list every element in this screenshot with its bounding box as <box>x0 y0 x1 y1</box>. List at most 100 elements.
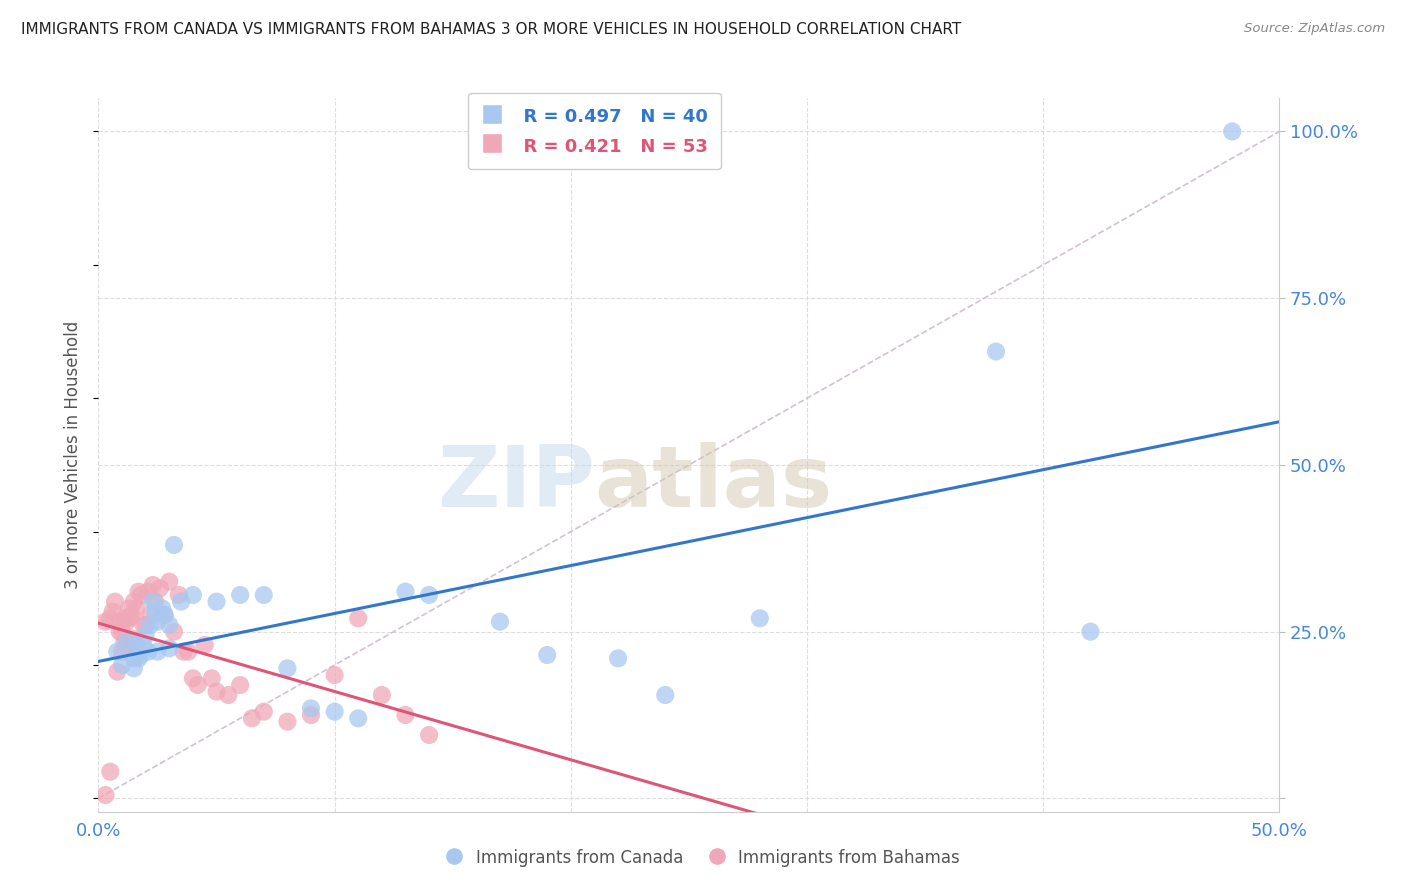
Point <box>172 645 194 659</box>
Point <box>94 615 117 629</box>
Point <box>276 661 298 675</box>
Point <box>118 601 141 615</box>
Point <box>98 611 121 625</box>
Point <box>1220 124 1243 138</box>
Point <box>489 615 512 629</box>
Point <box>125 638 148 652</box>
Point <box>129 648 152 662</box>
Point <box>101 605 124 619</box>
Point <box>104 594 127 608</box>
Point <box>187 678 209 692</box>
Text: atlas: atlas <box>595 442 832 525</box>
Point <box>115 634 138 648</box>
Point <box>181 671 204 685</box>
Point <box>371 688 394 702</box>
Point <box>112 611 135 625</box>
Point <box>205 594 228 608</box>
Point <box>347 711 370 725</box>
Legend: Immigrants from Canada, Immigrants from Bahamas: Immigrants from Canada, Immigrants from … <box>439 841 967 875</box>
Point <box>128 584 150 599</box>
Point <box>105 665 128 679</box>
Text: IMMIGRANTS FROM CANADA VS IMMIGRANTS FROM BAHAMAS 3 OR MORE VEHICLES IN HOUSEHOL: IMMIGRANTS FROM CANADA VS IMMIGRANTS FRO… <box>21 22 962 37</box>
Legend:   R = 0.497   N = 40,   R = 0.421   N = 53: R = 0.497 N = 40, R = 0.421 N = 53 <box>468 93 721 169</box>
Point <box>143 594 166 608</box>
Point <box>181 588 204 602</box>
Point <box>347 611 370 625</box>
Point <box>299 701 322 715</box>
Point <box>143 605 166 619</box>
Point <box>98 764 121 779</box>
Point <box>276 714 298 729</box>
Point <box>607 651 630 665</box>
Point <box>167 588 190 602</box>
Point <box>111 624 134 639</box>
Point <box>394 584 416 599</box>
Point <box>122 661 145 675</box>
Point <box>157 641 180 656</box>
Point <box>111 658 134 673</box>
Point <box>253 705 276 719</box>
Point <box>142 594 165 608</box>
Point <box>253 588 276 602</box>
Point <box>323 705 346 719</box>
Point <box>112 634 135 648</box>
Point <box>125 601 148 615</box>
Point <box>177 645 200 659</box>
Point <box>132 638 155 652</box>
Point <box>170 594 193 608</box>
Point <box>418 728 440 742</box>
Point <box>128 651 150 665</box>
Point <box>139 607 162 622</box>
Point <box>135 618 157 632</box>
Point <box>139 618 162 632</box>
Point <box>163 624 186 639</box>
Point <box>157 574 180 589</box>
Point <box>118 611 141 625</box>
Point <box>418 588 440 602</box>
Point <box>122 634 145 648</box>
Point <box>654 688 676 702</box>
Text: ZIP: ZIP <box>437 442 595 525</box>
Point <box>194 638 217 652</box>
Point <box>153 607 176 622</box>
Point <box>111 645 134 659</box>
Point <box>1080 624 1102 639</box>
Point <box>229 588 252 602</box>
Point <box>323 668 346 682</box>
Point <box>217 688 239 702</box>
Point <box>115 615 138 629</box>
Point <box>122 651 145 665</box>
Point <box>205 684 228 698</box>
Point <box>108 615 131 629</box>
Text: Source: ZipAtlas.com: Source: ZipAtlas.com <box>1244 22 1385 36</box>
Point <box>136 584 159 599</box>
Point <box>136 645 159 659</box>
Point <box>150 601 173 615</box>
Y-axis label: 3 or more Vehicles in Household: 3 or more Vehicles in Household <box>65 321 83 589</box>
Point <box>129 588 152 602</box>
Point <box>149 582 172 596</box>
Point <box>135 628 157 642</box>
Point <box>153 607 176 622</box>
Point <box>201 671 224 685</box>
Point <box>108 624 131 639</box>
Point <box>146 615 169 629</box>
Point <box>105 645 128 659</box>
Point <box>299 708 322 723</box>
Point <box>121 632 143 646</box>
Point <box>146 645 169 659</box>
Point <box>115 638 138 652</box>
Point <box>229 678 252 692</box>
Point <box>984 344 1007 359</box>
Point <box>240 711 263 725</box>
Point <box>142 578 165 592</box>
Point <box>157 618 180 632</box>
Point <box>94 788 117 802</box>
Point <box>536 648 558 662</box>
Point <box>121 607 143 622</box>
Point <box>394 708 416 723</box>
Point <box>122 594 145 608</box>
Point <box>132 618 155 632</box>
Point <box>163 538 186 552</box>
Point <box>748 611 770 625</box>
